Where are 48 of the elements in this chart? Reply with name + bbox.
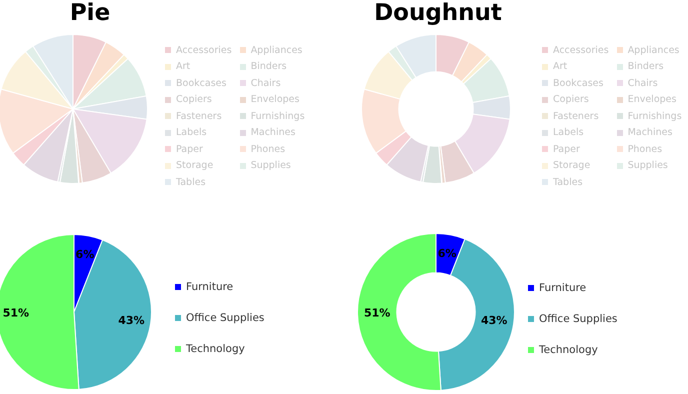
legend-label: Accessories [553,44,609,56]
legend-label: Supplies [628,160,668,172]
legend-label: Labels [176,127,207,138]
legend-label: Copiers [553,94,589,106]
legend-label: Fasteners [553,110,599,122]
legend-label: Machines [250,127,296,138]
legend-label: Bookcases [176,78,226,89]
legend-label: Labels [553,127,584,138]
legend-label: Furnishings [628,110,682,122]
data-label: 51% [2,306,30,320]
legend-label: Appliances [628,44,680,56]
legend-label: Art [553,61,568,72]
legend-label: Tables [553,176,583,188]
legend-label: Tables [176,176,206,188]
legend-label: Paper [176,144,203,155]
legend-label: Technology [539,344,598,356]
legend-label: Copiers [176,94,212,106]
data-label: 6% [76,248,94,261]
legend-label: Machines [628,127,672,138]
legend-label: Office Supplies [186,312,264,324]
legend-label: Envelopes [250,94,300,106]
legend-label: Chairs [250,78,281,89]
legend-label: Supplies [250,160,291,172]
legend-label: Envelopes [628,94,676,106]
legend-label: Storage [176,160,214,172]
legend-label: Storage [553,160,590,172]
legend-label: Phones [628,144,662,155]
legend-label: Office Supplies [539,312,618,324]
chart-title: Doughnut [374,0,502,26]
data-label: 6% [438,247,456,260]
chart-title: Pie [70,0,110,26]
data-label: 51% [364,306,390,320]
legend-label: Binders [250,61,287,72]
legend-label: Furniture [186,280,234,292]
legend-label: Binders [628,61,664,72]
legend-label: Technology [186,342,245,354]
legend-label: Phones [250,144,286,155]
legend-label: Art [176,61,190,72]
legend-label: Paper [553,144,580,155]
data-label: 43% [480,314,508,328]
legend-label: Furniture [539,282,586,294]
legend-label: Bookcases [553,78,604,89]
legend-label: Appliances [250,44,302,56]
legend-label: Fasteners [176,110,222,122]
legend-label: Chairs [628,78,658,89]
legend-label: Accessories [176,44,232,56]
legend-label: Furnishings [250,110,305,122]
data-label: 43% [118,314,145,327]
